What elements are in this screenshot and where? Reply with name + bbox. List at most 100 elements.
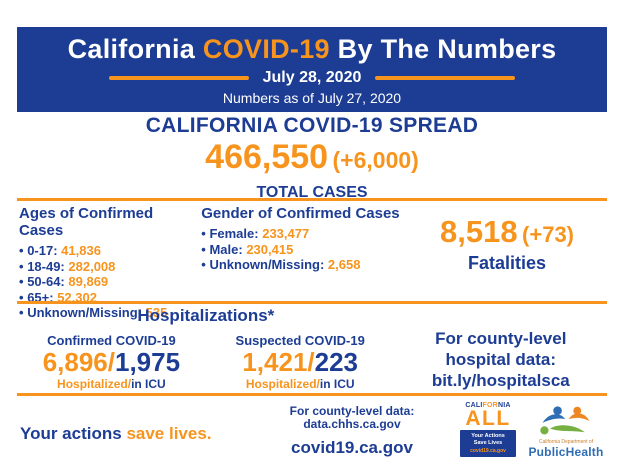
gender-heading: Gender of Confirmed Cases xyxy=(201,205,400,222)
footer: Your actions save lives. For county-leve… xyxy=(17,400,607,467)
wordmark-part: FOR xyxy=(482,402,498,409)
suspected-number: 1,421/223 xyxy=(206,348,395,377)
total-cases-delta: (+6,000) xyxy=(332,147,419,173)
confirmed-number: 6,896/1,975 xyxy=(17,348,206,377)
footer-logos: CALIFORNIA ALL Your Actions Save Lives c… xyxy=(460,402,607,459)
hospitalizations-columns: Confirmed COVID-19 6,896/1,975 Hospitali… xyxy=(17,326,395,391)
gender-value: 233,477 xyxy=(262,226,310,241)
confirmed-sublabel: Hospitalized/in ICU xyxy=(17,377,206,391)
age-value: 41,836 xyxy=(61,243,101,258)
age-label: 18-49: xyxy=(27,258,65,274)
covid19-site-url: covid19.ca.gov xyxy=(291,438,413,457)
data-as-of-date: Numbers as of July 27, 2020 xyxy=(222,90,402,106)
confirmed-hospitalizations: Confirmed COVID-19 6,896/1,975 Hospitali… xyxy=(17,326,206,391)
bullet-icon: • xyxy=(201,257,206,272)
age-value: 282,008 xyxy=(68,258,116,274)
confirmed-icu-value: 1,975 xyxy=(115,347,181,377)
decorative-line-right xyxy=(375,76,516,80)
slogan-part-blue: Your actions xyxy=(20,424,122,443)
county-hospital-data-note: For county-level hospital data: bit.ly/h… xyxy=(395,306,607,391)
age-label: 0-17: xyxy=(27,243,58,258)
badge-line: Your Actions xyxy=(471,433,505,439)
wordmark-part: CALI xyxy=(465,402,483,409)
cdph-text: California Department of PublicHealth xyxy=(525,439,607,459)
fatalities-value: 8,518 xyxy=(440,214,518,249)
gender-list: • Female: 233,477 • Male: 230,415 • Unkn… xyxy=(201,226,407,273)
in-icu-label: in ICU xyxy=(131,377,166,391)
gender-label: Female: xyxy=(209,226,259,241)
demographics-section: Ages of Confirmed Cases • 0-17: 41,836 •… xyxy=(19,205,607,321)
list-item: • Unknown/Missing: 535 xyxy=(19,305,201,321)
california-all-badge: Your Actions Save Lives covid19.ca.gov xyxy=(460,430,516,457)
title-part-covid19: COVID-19 xyxy=(202,34,330,64)
fatalities-delta: (+73) xyxy=(522,222,575,247)
cdph-department-line: California Department of xyxy=(538,439,594,445)
bullet-icon: • xyxy=(201,226,206,241)
bullet-icon: • xyxy=(201,241,206,257)
california-all-wordmark: CALIFORNIA xyxy=(460,402,516,409)
gender-value: 2,658 xyxy=(327,257,361,272)
gender-column: Gender of Confirmed Cases • Female: 233,… xyxy=(201,205,407,321)
bullet-icon: • xyxy=(19,274,24,289)
bullet-icon: • xyxy=(19,258,24,274)
wordmark-part: NIA xyxy=(497,402,511,409)
ages-list: • 0-17: 41,836 • 18-49: 282,008 • 50-64:… xyxy=(19,243,201,321)
gender-label: Unknown/Missing: xyxy=(209,257,325,272)
suspected-label: Suspected COVID-19 xyxy=(235,333,365,348)
bullet-icon: • xyxy=(19,243,24,258)
total-cases-label: TOTAL CASES xyxy=(256,184,368,201)
age-value: 535 xyxy=(145,305,168,320)
hospitalizations-main: Hospitalizations* Confirmed COVID-19 6,8… xyxy=(17,306,395,391)
report-date: July 28, 2020 xyxy=(262,69,362,86)
list-item: • 0-17: 41,836 xyxy=(19,243,201,259)
slogan: Your actions save lives. xyxy=(20,424,212,444)
ages-column: Ages of Confirmed Cases • 0-17: 41,836 •… xyxy=(19,205,201,321)
bullet-icon: • xyxy=(19,289,24,305)
total-cases-value: 466,550 xyxy=(205,138,329,176)
section-divider xyxy=(17,301,607,304)
county-data-url: data.chhs.ca.gov xyxy=(303,417,401,431)
list-item: • Male: 230,415 xyxy=(201,242,407,258)
list-item: • Unknown/Missing: 2,658 xyxy=(201,257,407,273)
footer-links: For county-level data: data.chhs.ca.gov … xyxy=(232,405,472,458)
cdph-figures-icon xyxy=(540,406,590,435)
county-data-label: For county-level data: xyxy=(289,404,415,418)
page-title: California COVID-19 By The Numbers xyxy=(17,34,607,65)
ages-heading: Ages of Confirmed Cases xyxy=(19,205,154,239)
badge-line: Save Lives xyxy=(473,439,503,446)
note-line: For county-level xyxy=(435,329,567,348)
hospital-data-url: bit.ly/hospitalsca xyxy=(431,371,570,390)
hospitalized-label: Hospitalized/ xyxy=(245,377,320,391)
gender-label: Male: xyxy=(209,241,243,257)
list-item: • 50-64: 89,869 xyxy=(19,274,201,290)
age-label: 50-64: xyxy=(27,274,65,289)
list-item: • 65+: 52,302 xyxy=(19,290,201,306)
section-divider xyxy=(17,198,607,201)
suspected-sublabel: Hospitalized/in ICU xyxy=(206,377,395,391)
in-icu-label: in ICU xyxy=(319,377,355,391)
badge-url: covid19.ca.gov xyxy=(470,448,506,454)
confirmed-hospitalized-value: 6,896/ xyxy=(42,347,115,377)
all-wordmark: ALL xyxy=(465,407,511,430)
fatalities-label: Fatalities xyxy=(468,253,547,273)
age-value: 52,302 xyxy=(57,289,97,305)
age-label: Unknown/Missing: xyxy=(27,305,143,320)
title-part-california: California xyxy=(67,34,196,64)
date-row: July 28, 2020 xyxy=(17,69,607,87)
total-cases-number: 466,550 (+6,000) xyxy=(0,138,624,183)
spread-heading: CALIFORNIA COVID-19 SPREAD xyxy=(145,114,479,137)
bullet-icon: • xyxy=(19,305,24,320)
slogan-part-orange: save lives. xyxy=(126,424,212,443)
fatalities-number: 8,518 (+73) xyxy=(407,214,607,250)
list-item: • Female: 233,477 xyxy=(201,226,407,242)
suspected-icu-value: 223 xyxy=(314,347,359,377)
cdph-logo: California Department of PublicHealth xyxy=(525,402,607,459)
title-part-numbers: By The Numbers xyxy=(337,34,557,64)
suspected-hospitalizations: Suspected COVID-19 1,421/223 Hospitalize… xyxy=(206,326,395,391)
list-item: • 18-49: 282,008 xyxy=(19,259,201,275)
gender-value: 230,415 xyxy=(246,241,294,257)
hospitalized-label: Hospitalized/ xyxy=(57,377,132,391)
hospitalizations-heading: Hospitalizations* xyxy=(137,306,275,325)
section-divider xyxy=(17,393,607,396)
